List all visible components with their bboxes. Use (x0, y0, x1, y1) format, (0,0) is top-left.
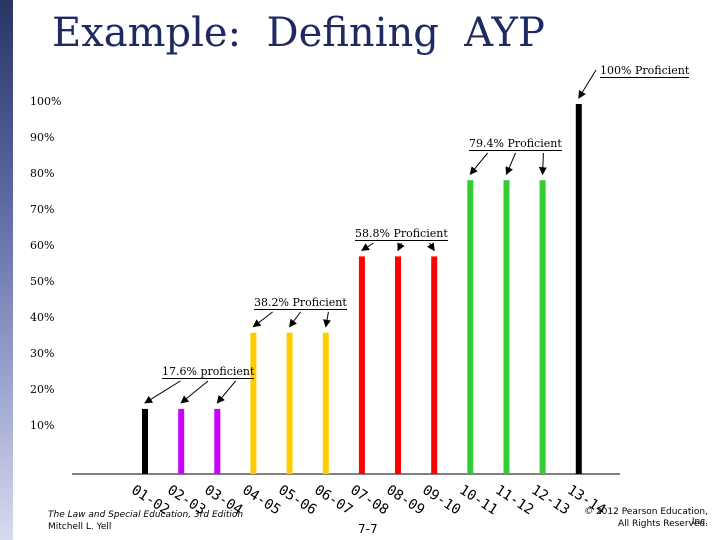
y-tick-label: 90% (30, 131, 55, 144)
annotation-79-4: 79.4% Proficient (469, 137, 562, 151)
bar-03-04 (214, 408, 221, 474)
annotation-arrow (397, 242, 405, 252)
annotation-38-2: 38.2% Proficient (254, 296, 347, 310)
bars-group (142, 104, 582, 474)
annotation-arrow (180, 380, 209, 404)
bar-04-05 (250, 332, 257, 474)
annotation-58-8: 58.8% Proficient (355, 227, 448, 241)
page-number: 7-7 (358, 522, 378, 536)
footer-book-title: The Law and Special Education, 3rd Editi… (48, 510, 244, 520)
bar-05-06 (286, 332, 293, 474)
annotation-arrow (538, 152, 547, 176)
annotation-arrow (578, 69, 597, 99)
annotation-arrow (427, 242, 435, 252)
arrows-group (144, 69, 597, 404)
sidebar-gradient (0, 0, 13, 540)
annotation-17-6: 17.6% proficient (162, 365, 255, 379)
y-tick-label: 100% (30, 95, 62, 108)
page-title: Example: Defining AYP (52, 10, 545, 56)
bar-13-14 (575, 104, 582, 474)
y-tick-label: 70% (30, 203, 55, 216)
y-tick-label: 80% (30, 167, 55, 180)
y-tick-label: 20% (30, 383, 55, 396)
annotation-arrow (361, 242, 374, 251)
bar-12-13 (539, 180, 546, 474)
y-tick-label: 30% (30, 347, 55, 360)
bar-09-10 (431, 256, 438, 474)
y-tick-label: 10% (30, 419, 55, 432)
annotation-100: 100% Proficient (600, 64, 690, 78)
bar-08-09 (395, 256, 401, 474)
y-tick-label: 40% (30, 311, 55, 324)
bar-10-11 (467, 180, 474, 474)
annotation-arrow (469, 152, 488, 175)
bar-11-12 (503, 180, 510, 474)
annotation-arrow (216, 380, 236, 404)
annotation-arrow (323, 311, 331, 328)
y-tick-label: 60% (30, 239, 55, 252)
bar-01-02 (142, 408, 148, 474)
bar-07-08 (358, 256, 365, 474)
footer-author: Mitchell L. Yell (48, 522, 112, 532)
bar-06-07 (322, 332, 329, 474)
y-tick-label: 50% (30, 275, 55, 288)
bar-02-03 (178, 408, 185, 474)
annotation-arrow (144, 380, 181, 404)
copyright-line-1: © 2012 Pearson Education, Inc. (584, 507, 708, 527)
annotation-arrow (252, 311, 273, 328)
annotation-arrow (505, 152, 516, 176)
copyright-line-2: All Rights Reserved. (617, 519, 708, 529)
annotation-arrow (289, 311, 301, 328)
